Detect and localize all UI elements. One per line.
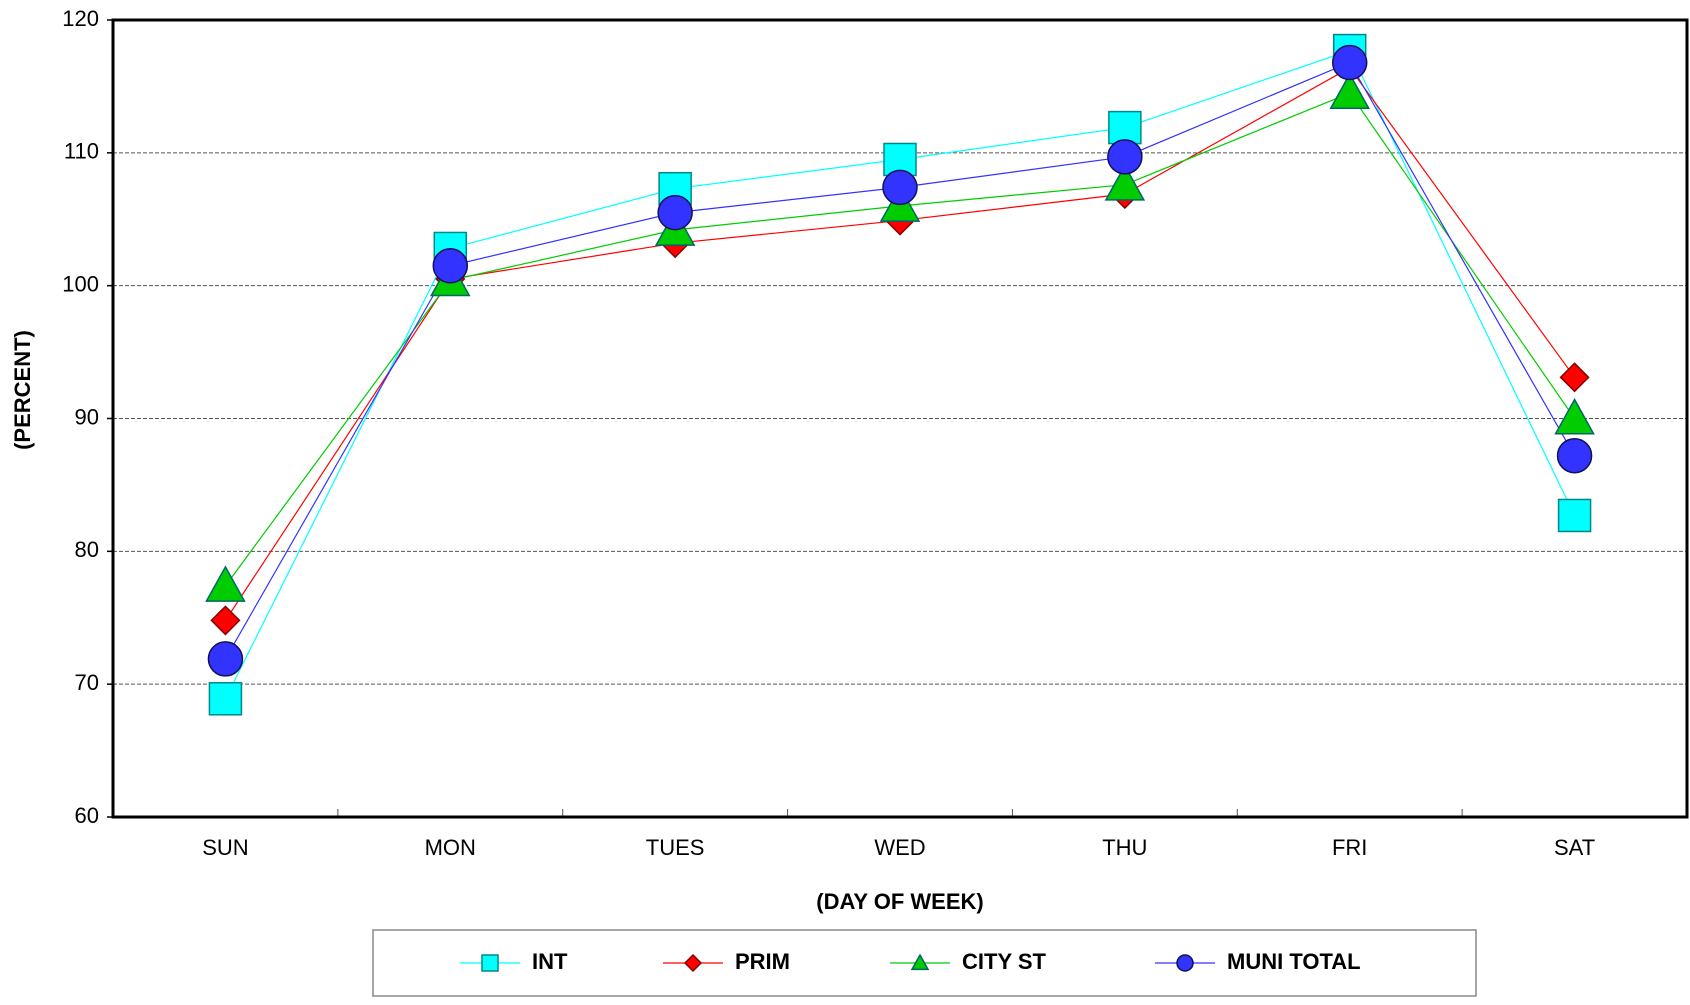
data-point: [1331, 44, 1368, 81]
legend-marker: [683, 953, 703, 973]
data-point: [205, 565, 246, 602]
y-tick-label: 120: [62, 6, 99, 31]
x-tick-label: FRI: [1332, 835, 1367, 860]
data-point: [1556, 437, 1593, 474]
data-point: [1329, 72, 1370, 110]
data-point: [1559, 362, 1590, 393]
data-point: [882, 169, 918, 206]
plot-frame: [111, 18, 1689, 819]
y-tick-label: 80: [75, 537, 99, 562]
legend-label: INT: [532, 949, 568, 974]
y-axis-label: (PERCENT): [10, 330, 35, 450]
data-point: [1554, 397, 1595, 435]
data-point: [208, 682, 243, 716]
data-point: [432, 247, 469, 284]
legend-label: PRIM: [735, 949, 790, 974]
legend-marker: [1176, 954, 1194, 972]
y-tick-label: 70: [75, 670, 99, 695]
legend-label: MUNI TOTAL: [1227, 949, 1361, 974]
x-tick-label: TUES: [646, 835, 705, 860]
data-point: [1557, 498, 1592, 533]
data-point: [1108, 110, 1142, 145]
legend-label: CITY ST: [962, 949, 1047, 974]
data-point: [210, 605, 241, 636]
y-tick-label: 90: [75, 404, 99, 429]
y-tick-label: 100: [62, 271, 99, 296]
y-tick-label: 60: [75, 803, 99, 828]
x-tick-label: SUN: [202, 835, 248, 860]
x-tick-label: SAT: [1554, 835, 1595, 860]
x-tick-label: MON: [425, 835, 476, 860]
data-point: [657, 194, 693, 231]
x-axis-label: (DAY OF WEEK): [816, 889, 983, 914]
data-point: [1107, 139, 1143, 175]
legend-marker: [481, 954, 499, 972]
x-tick-label: THU: [1102, 835, 1147, 860]
x-tick-label: WED: [874, 835, 925, 860]
data-point: [1104, 164, 1146, 201]
y-tick-label: 110: [64, 139, 99, 164]
legend-marker: [910, 953, 930, 971]
data-point: [207, 641, 244, 677]
